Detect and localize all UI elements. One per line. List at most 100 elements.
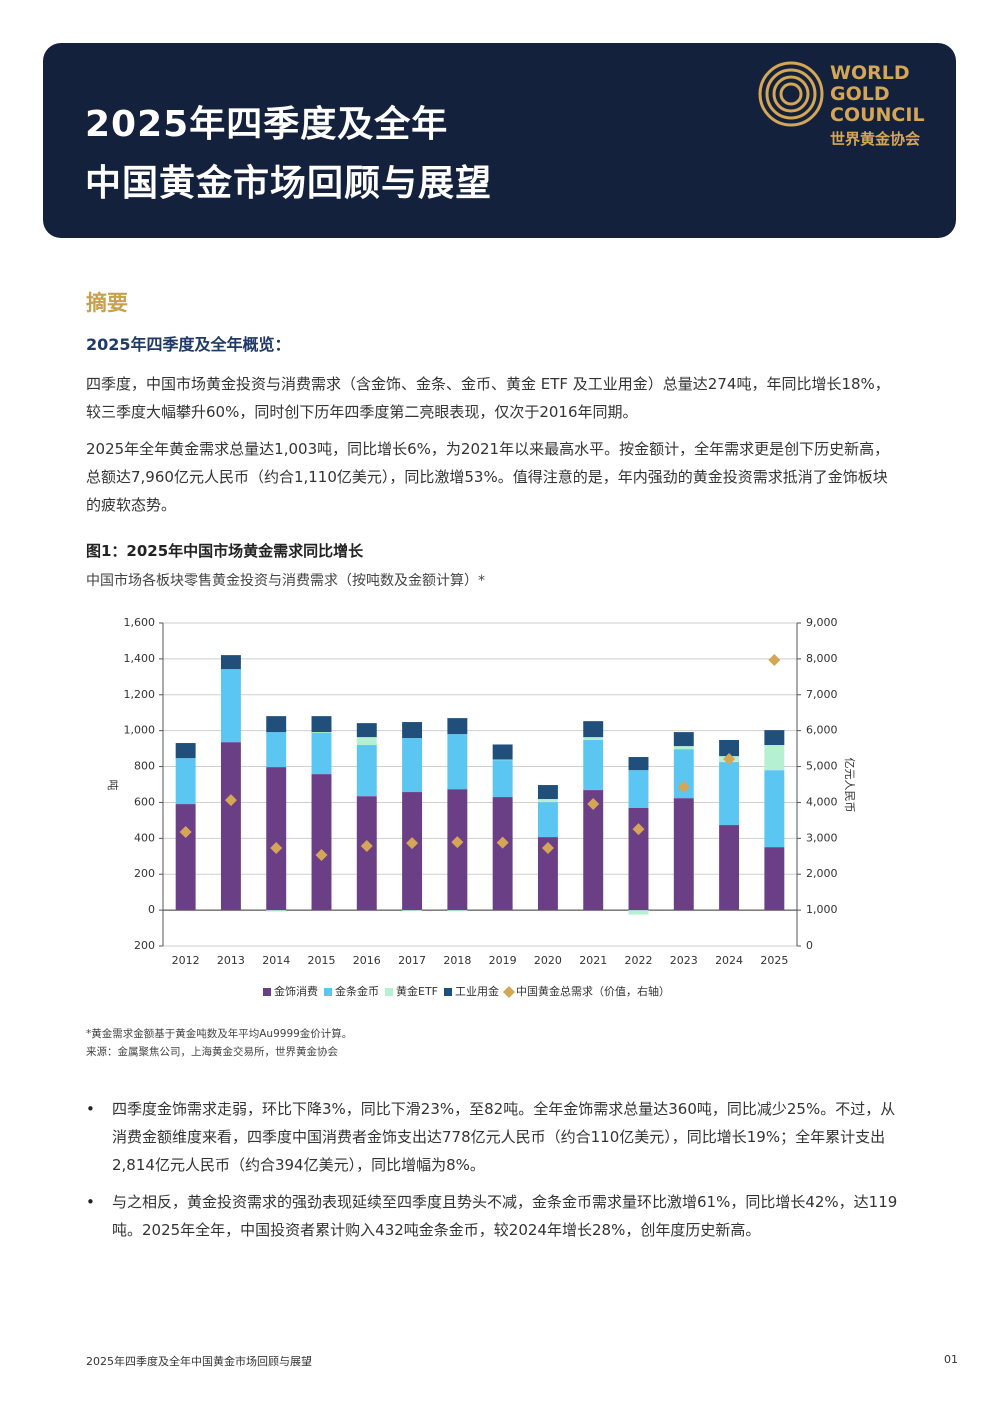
bar-segment <box>628 910 649 915</box>
bar-segment <box>356 723 377 738</box>
bar-segment <box>175 804 196 911</box>
bar-segment <box>492 760 513 798</box>
figure-title: 图1：2025年中国市场黄金需求同比增长 <box>86 542 364 560</box>
x-tick-label: 2022 <box>625 954 653 967</box>
bar-segment <box>719 762 740 826</box>
bar-segment <box>764 770 785 848</box>
value-marker <box>677 781 690 794</box>
x-tick-label: 2017 <box>398 954 426 967</box>
footer-text: 2025年四季度及全年中国黄金市场回顾与展望 <box>86 1355 312 1368</box>
bar-segment <box>583 737 604 740</box>
y-tick-label: 200 <box>134 939 155 952</box>
bar-segment <box>764 730 785 746</box>
bar-segment <box>447 910 468 912</box>
bar-segment <box>719 739 740 757</box>
bar-segment <box>175 743 196 759</box>
legend-label: 金条金币 <box>335 984 379 998</box>
bar-segment <box>266 910 287 912</box>
bar-segment <box>673 746 694 750</box>
title-line: 中国黄金市场回顾与展望 <box>85 163 493 204</box>
bar-segment <box>266 732 287 768</box>
logo-text: GOLD <box>830 83 890 105</box>
bar-segment <box>266 767 287 911</box>
figure-subtitle: 中国市场各板块零售黄金投资与消费需求（按吨数及金额计算）* <box>86 573 485 589</box>
y2-tick-label: 7,000 <box>806 688 838 701</box>
subheading: 2025年四季度及全年概览： <box>86 335 291 354</box>
x-tick-label: 2023 <box>670 954 698 967</box>
value-marker <box>451 836 464 849</box>
y2-axis-label: 亿元人民币 <box>843 758 856 813</box>
bar-segment <box>764 745 785 771</box>
bar-segment <box>583 739 604 791</box>
bar-segment <box>492 744 513 760</box>
bar-segment <box>311 732 332 775</box>
value-marker <box>632 823 645 836</box>
x-tick-label: 2021 <box>579 954 607 967</box>
y-tick-label: 1,000 <box>124 724 156 737</box>
bar-segment <box>537 799 558 803</box>
bar-segment <box>356 745 377 797</box>
bar-segment <box>220 742 241 911</box>
value-marker <box>723 753 736 766</box>
logo-chinese: 世界黄金协会 <box>830 130 921 148</box>
y-tick-label: 600 <box>134 795 155 808</box>
y2-tick-label: 0 <box>806 939 813 952</box>
y-tick-label: 200 <box>134 867 155 880</box>
legend-label: 黄金ETF <box>396 984 438 998</box>
x-tick-label: 2025 <box>760 954 788 967</box>
legend-label: 工业用金 <box>455 984 499 998</box>
bar-segment <box>492 759 513 761</box>
y2-tick-label: 8,000 <box>806 652 838 665</box>
y-tick-label: 1,600 <box>124 616 156 629</box>
paragraph: 2025年全年黄金需求总量达1,003吨，同比增长6%，为2021年以来最高水平… <box>86 440 890 514</box>
title-line: 2025年四季度及全年 <box>85 104 449 145</box>
y2-tick-label: 1,000 <box>806 903 838 916</box>
value-marker <box>541 842 554 855</box>
y-tick-label: 0 <box>148 903 155 916</box>
value-marker <box>224 794 237 807</box>
bar-segment <box>266 716 287 733</box>
bar-segment <box>673 732 694 747</box>
y-tick-label: 1,400 <box>124 652 156 665</box>
bar-segment <box>628 770 649 809</box>
x-tick-label: 2024 <box>715 954 743 967</box>
bar-segment <box>719 825 740 911</box>
y2-tick-label: 6,000 <box>806 724 838 737</box>
y-tick-label: 800 <box>134 760 155 773</box>
footnote: *黄金需求金额基于黄金吨数及年平均Au9999金价计算。 <box>86 1028 353 1040</box>
bar-segment <box>447 789 468 911</box>
value-marker <box>587 798 600 811</box>
y2-tick-label: 4,000 <box>806 795 838 808</box>
bar-segment <box>175 758 196 805</box>
value-marker <box>270 842 283 855</box>
bar-segment <box>628 808 649 911</box>
bullet-text: 四季度金饰需求走弱，环比下降3%，同比下滑23%，至82吨。全年金饰需求总量达3… <box>112 1100 896 1174</box>
section-heading: 摘要 <box>86 291 128 315</box>
bullet-dot: • <box>86 1193 95 1211</box>
legend-label: 中国黄金总需求（价值，右轴） <box>516 984 670 998</box>
bullet-dot: • <box>86 1100 95 1118</box>
page-number: 01 <box>944 1353 958 1366</box>
y-tick-label: 1,200 <box>124 688 156 701</box>
legend-swatch <box>324 988 332 996</box>
bar-segment <box>447 734 468 790</box>
legend-swatch <box>385 988 393 996</box>
bar-segment <box>311 774 332 911</box>
bar-segment <box>492 797 513 911</box>
x-tick-label: 2019 <box>489 954 517 967</box>
y2-tick-label: 5,000 <box>806 760 838 773</box>
legend-swatch <box>263 988 271 996</box>
bar-segment <box>402 910 423 912</box>
logo-text: WORLD <box>830 62 910 84</box>
x-tick-label: 2016 <box>353 954 381 967</box>
y2-tick-label: 9,000 <box>806 616 838 629</box>
y2-tick-label: 2,000 <box>806 867 838 880</box>
bar-segment <box>402 722 423 739</box>
value-marker <box>496 836 509 849</box>
y-axis-label: 吨 <box>106 780 119 791</box>
value-marker <box>360 840 373 853</box>
value-marker <box>406 837 419 850</box>
bar-segment <box>628 757 649 771</box>
bar-segment <box>356 737 377 746</box>
bullet-text: 与之相反，黄金投资需求的强劲表现延续至四季度且势头不减，金条金币需求量环比激增6… <box>112 1193 898 1239</box>
